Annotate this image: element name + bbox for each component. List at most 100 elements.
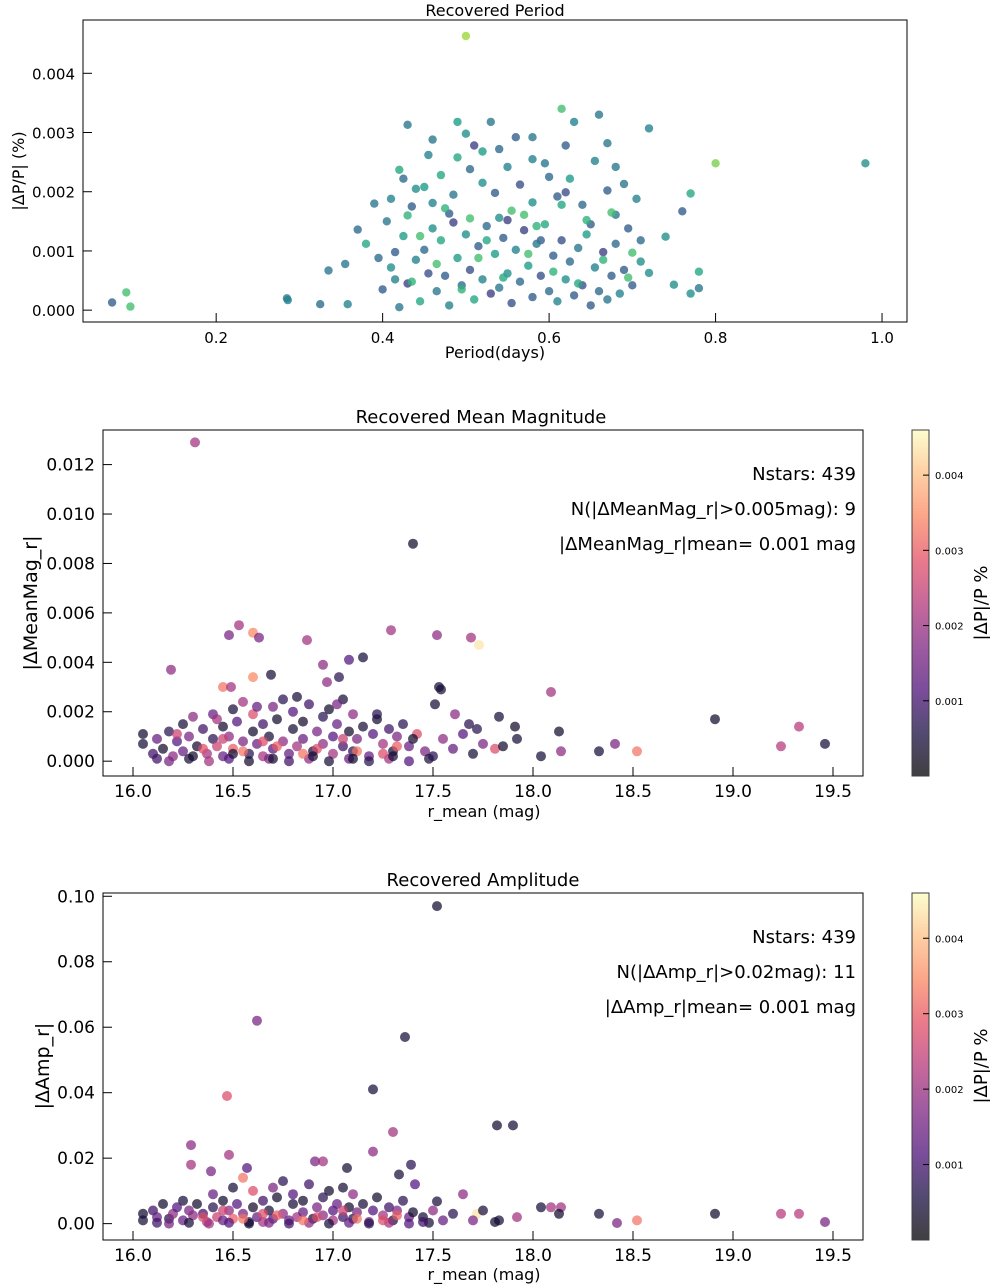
data-point: [364, 1218, 374, 1229]
data-point: [511, 133, 520, 142]
data-point: [204, 756, 214, 767]
data-point: [544, 172, 554, 182]
data-point: [212, 741, 222, 752]
data-point: [410, 1179, 420, 1190]
data-point: [486, 289, 495, 298]
data-point: [395, 165, 404, 174]
data-point: [776, 1208, 786, 1219]
data-point: [607, 271, 616, 280]
data-point: [238, 696, 248, 707]
data-point: [557, 236, 566, 245]
data-point: [352, 733, 362, 744]
data-point: [198, 1212, 208, 1223]
x-tick-label: 17.0: [314, 782, 352, 802]
period-plot-frame: [82, 19, 908, 323]
y-tick-label: 0.06: [57, 1018, 95, 1038]
data-point: [615, 289, 624, 298]
data-point: [152, 753, 162, 764]
meanmag-y-ticks: 0.000 0.002 0.004 0.006 0.008 0.010 0.012: [46, 456, 112, 772]
data-point: [574, 243, 583, 253]
data-point: [292, 691, 302, 702]
data-point: [636, 257, 645, 266]
data-point: [632, 746, 642, 757]
data-point: [198, 724, 208, 734]
data-point: [582, 215, 591, 225]
amplitude-annotation-mean: |ΔAmp_r|mean= 0.001 mag: [605, 997, 856, 1018]
data-point: [578, 200, 587, 209]
data-point: [232, 716, 242, 727]
data-point: [407, 202, 416, 211]
data-point: [184, 1217, 194, 1228]
data-point: [222, 1091, 232, 1101]
data-point: [428, 224, 437, 233]
meanmag-title: Recovered Mean Magnitude: [356, 407, 607, 428]
data-point: [218, 721, 228, 732]
colorbar-tick-label: 0.002: [935, 1085, 964, 1096]
data-point: [569, 291, 579, 300]
data-point: [507, 206, 516, 215]
data-point: [298, 733, 308, 744]
data-point: [394, 1169, 404, 1180]
y-tick-label: 0.008: [46, 554, 95, 574]
data-point: [544, 287, 554, 296]
data-point: [478, 147, 487, 156]
data-point: [594, 287, 604, 296]
data-point: [569, 117, 579, 127]
colorbar-tick-label: 0.004: [935, 934, 964, 945]
data-point: [341, 259, 350, 269]
data-point: [628, 281, 637, 290]
data-point: [228, 748, 238, 759]
data-point: [553, 192, 562, 201]
data-point: [258, 736, 268, 747]
data-point: [226, 682, 236, 692]
data-point: [164, 726, 174, 737]
y-tick-label: 0.04: [57, 1084, 95, 1104]
data-point: [298, 716, 308, 727]
data-point: [208, 1189, 218, 1200]
data-point: [382, 217, 391, 226]
data-point: [188, 1210, 198, 1221]
data-point: [324, 1218, 334, 1229]
data-point: [474, 253, 483, 263]
data-point: [453, 117, 462, 127]
data-point: [338, 1182, 348, 1193]
data-point: [342, 1163, 352, 1173]
data-point: [464, 719, 474, 730]
data-point: [453, 153, 462, 162]
data-point: [599, 255, 608, 264]
data-point: [288, 1189, 298, 1200]
data-point: [384, 1202, 394, 1213]
data-point: [324, 266, 333, 275]
data-point: [348, 709, 358, 720]
data-point: [258, 1195, 268, 1206]
data-point: [238, 1172, 248, 1183]
meanmag-annotation-nstars: Nstars: 439: [752, 464, 856, 485]
data-point: [228, 1182, 238, 1193]
x-tick-label: 0.8: [704, 329, 728, 347]
x-tick-label: 19.0: [714, 782, 752, 802]
data-point: [594, 110, 604, 119]
data-point: [407, 277, 416, 286]
colorbar-tick-label: 0.004: [935, 471, 964, 482]
data-point: [298, 1215, 308, 1226]
data-point: [390, 275, 400, 284]
data-point: [498, 741, 508, 752]
data-point: [465, 214, 475, 223]
data-point: [482, 236, 491, 245]
data-point: [408, 733, 418, 744]
x-tick-label: 17.5: [414, 1246, 452, 1266]
data-point: [386, 625, 396, 636]
data-point: [208, 1202, 218, 1213]
x-tick-label: 18.0: [514, 1246, 552, 1266]
data-point: [420, 182, 429, 192]
period-points: [107, 31, 870, 312]
data-point: [794, 721, 804, 732]
data-point: [164, 756, 174, 767]
data-point: [465, 265, 475, 275]
data-point: [304, 699, 314, 710]
data-point: [448, 1208, 458, 1219]
data-point: [586, 301, 595, 310]
y-tick-label: 0.012: [46, 456, 95, 476]
data-point: [372, 709, 382, 720]
data-point: [358, 721, 368, 732]
